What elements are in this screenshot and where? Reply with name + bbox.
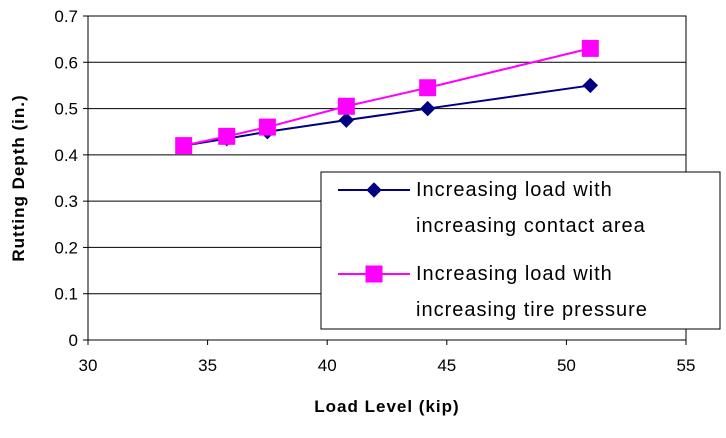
- series-1-point-2: [258, 118, 276, 136]
- y-tick-label: 0.2: [54, 238, 78, 257]
- series-0: [175, 77, 599, 154]
- series-1-line: [183, 47, 591, 147]
- legend-item-1: Increasing load with increasing tire pres…: [338, 263, 648, 321]
- series-1: [175, 39, 599, 155]
- series-0-point-4: [419, 100, 436, 117]
- x-tick-label: 40: [318, 356, 337, 375]
- x-tick-label: 45: [437, 356, 456, 375]
- legend-label-1-1: increasing tire pressure: [416, 299, 648, 321]
- series-0-point-5: [582, 77, 599, 94]
- x-tick-label: 30: [79, 356, 98, 375]
- legend: Increasing load with increasing contact a…: [320, 171, 721, 330]
- legend-label-0-1: increasing contact area: [416, 215, 646, 237]
- y-axis-title: Rutting Depth (in.): [9, 94, 28, 261]
- y-axis: 0 0.1 0.2 0.3 0.4 0.5 0.6 0.7: [54, 7, 88, 350]
- series-1-point-0: [175, 137, 193, 155]
- x-tick-label: 35: [198, 356, 217, 375]
- y-tick-label: 0.4: [54, 146, 78, 165]
- legend-label-1-0: Increasing load with: [416, 263, 613, 285]
- y-tick-label: 0.3: [54, 192, 78, 211]
- series-legend-0-point-0: [366, 182, 382, 198]
- y-tick-label: 0.5: [54, 100, 78, 119]
- x-axis: 30 35 40 45 50 55: [79, 340, 696, 375]
- legend-item-0: Increasing load with increasing contact a…: [338, 179, 646, 237]
- series-0-line: [183, 84, 591, 147]
- y-tick-label: 0.1: [54, 285, 78, 304]
- series-1-point-3: [337, 97, 355, 115]
- legend-box: [320, 171, 721, 330]
- y-tick-label: 0.7: [54, 7, 78, 26]
- x-axis-title: Load Level (kip): [314, 397, 459, 416]
- x-tick-label: 55: [677, 356, 696, 375]
- y-tick-label: 0.6: [54, 53, 78, 72]
- series-1-point-1: [218, 127, 236, 145]
- series-layer: [175, 39, 599, 155]
- series-0-point-3: [338, 112, 355, 128]
- legend-label-0-0: Increasing load with: [416, 179, 613, 201]
- series-1-point-5: [581, 39, 599, 57]
- series-legend-1-point-0: [365, 265, 383, 283]
- series-1-point-4: [419, 79, 437, 97]
- y-tick-label: 0: [69, 331, 78, 350]
- x-tick-label: 50: [557, 356, 576, 375]
